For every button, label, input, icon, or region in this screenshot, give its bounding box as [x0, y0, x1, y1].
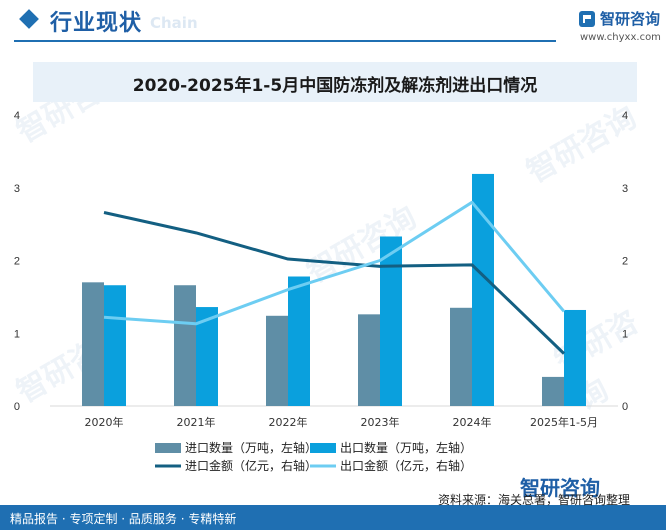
header-watermark: Chain: [150, 14, 198, 32]
header: 行业现状 Chain 智研咨询 www.chyxx.com: [0, 0, 666, 44]
y-tick-label-left: 0: [14, 401, 20, 413]
x-tick-label: 2022年: [269, 415, 308, 429]
chart-title: 2020-2025年1-5月中国防冻剂及解冻剂进出口情况: [132, 76, 538, 96]
brand: 智研咨询 www.chyxx.com: [578, 8, 662, 44]
legend-label: 进口金额（亿元，右轴）: [185, 458, 317, 473]
y-tick-label-right: 1: [622, 328, 628, 340]
export-qty-bar: [380, 236, 402, 406]
footer-tagline: 精品报告 · 专项定制 · 品质服务 · 专精特新: [10, 512, 237, 526]
import-qty-bar: [82, 282, 104, 406]
chart-title-bar: 2020-2025年1-5月中国防冻剂及解冻剂进出口情况: [33, 62, 637, 102]
import-qty-bar: [450, 307, 472, 406]
chart: 0 1 2 3 4 0 1 2 3 4 2020年 2021年 2022年 2023年 2024年 2025年…: [14, 110, 628, 473]
legend-swatch: [310, 443, 336, 453]
legend-label: 出口金额（亿元，右轴）: [340, 458, 472, 473]
import-qty-bar: [358, 314, 380, 406]
export-qty-bar: [196, 307, 218, 406]
footer-brand: 智研咨询: [520, 476, 600, 500]
export-qty-bar: [288, 276, 310, 406]
y-tick-label-left: 3: [14, 183, 20, 195]
import-qty-bar: [542, 376, 564, 406]
y-tick-label-right: 2: [622, 256, 628, 268]
x-tick-label: 2020年: [85, 415, 124, 429]
brand-url: www.chyxx.com: [580, 32, 661, 43]
y-tick-label-left: 1: [14, 328, 20, 340]
x-tick-label: 2024年: [453, 415, 492, 429]
brand-logo-icon: [579, 11, 595, 27]
y-tick-label-left: 2: [14, 256, 20, 268]
import-qty-bar: [266, 315, 288, 406]
x-tick-label: 2025年1-5月: [530, 415, 598, 429]
source-note: 资料来源：海关总署，智研咨询整理: [438, 493, 631, 507]
export-qty-bar: [104, 285, 126, 406]
y-tick-label-right: 0: [622, 401, 628, 413]
y-tick-label-right: 4: [622, 110, 628, 122]
legend-label: 出口数量（万吨，左轴）: [340, 440, 472, 455]
export-value-line: [103, 200, 566, 326]
x-tick-label: 2021年: [177, 415, 216, 429]
header-divider: [14, 40, 556, 42]
page-title: 行业现状: [50, 11, 143, 36]
y-tick-label-right: 3: [622, 183, 628, 195]
import-qty-bar: [174, 285, 196, 406]
diamond-icon: [19, 9, 39, 29]
footer: 智研咨询 资料来源：海关总署，智研咨询整理 精品报告 · 专项定制 · 品质服务…: [0, 476, 666, 530]
legend-swatch: [155, 443, 181, 453]
import-value-line: [103, 211, 566, 355]
legend-label: 进口数量（万吨，左轴）: [185, 440, 317, 455]
export-qty-bar: [472, 173, 494, 406]
x-tick-label: 2023年: [361, 415, 400, 429]
brand-name: 智研咨询: [600, 10, 661, 28]
export-qty-bar: [564, 309, 586, 406]
y-tick-label-left: 4: [14, 110, 20, 122]
